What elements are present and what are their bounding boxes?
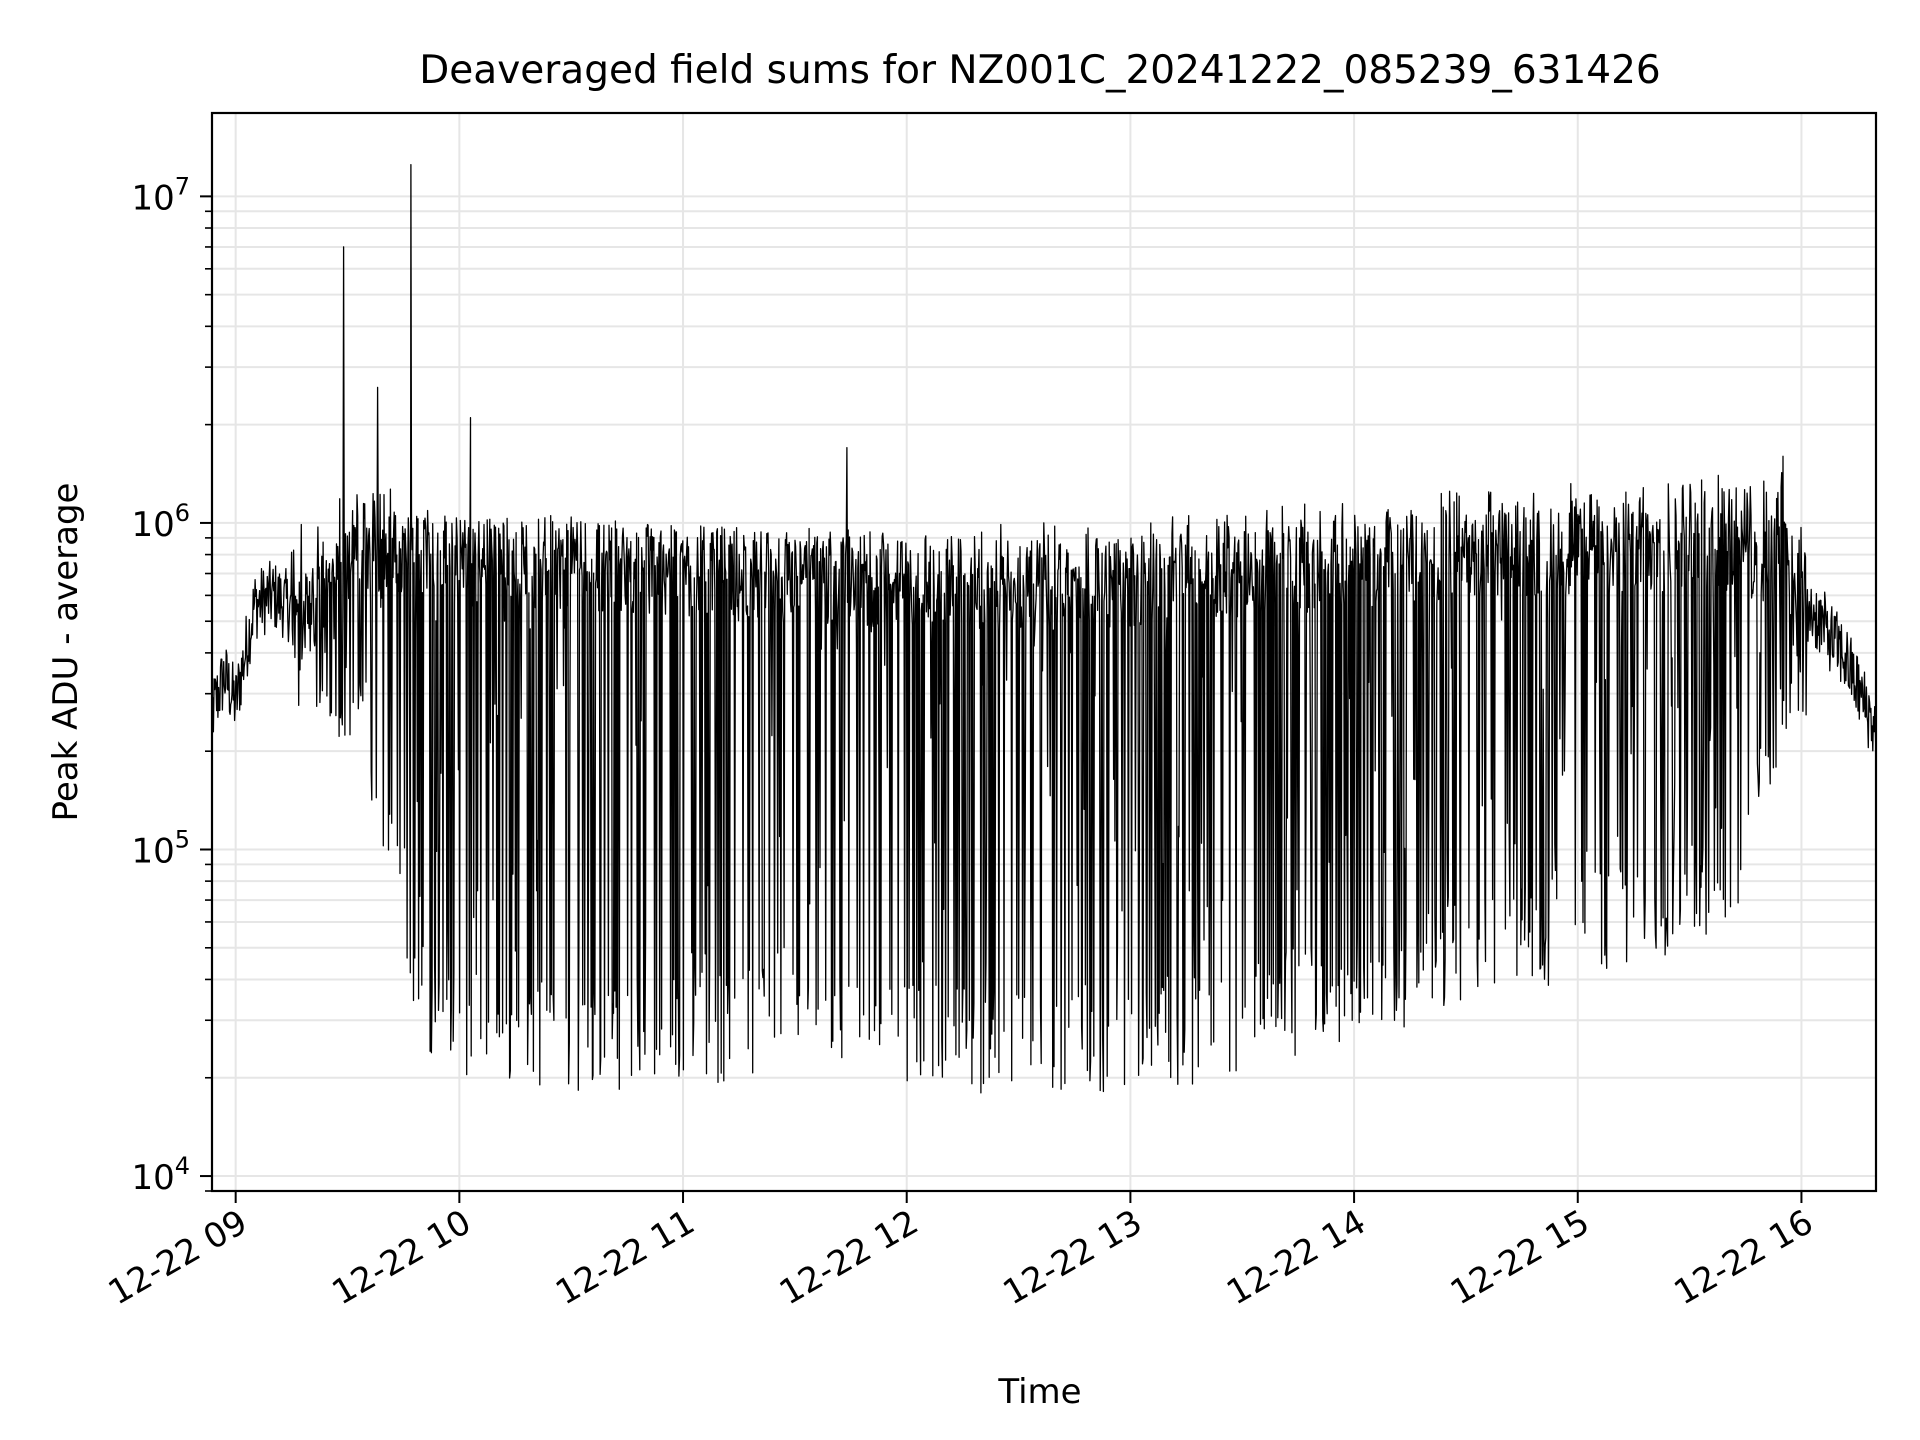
plot-area — [212, 164, 1876, 1094]
x-axis: 12-22 09 12-22 10 12-22 11 12-22 12 12-22 13… — [102, 1191, 1820, 1313]
y-tick-label: 105 — [131, 825, 190, 871]
x-tick-label: 12-22 16 — [1668, 1202, 1820, 1313]
x-tick-label: 12-22 11 — [549, 1202, 701, 1313]
y-axis: 104 105 106 107 — [131, 172, 212, 1198]
x-tick-label: 12-22 13 — [997, 1202, 1149, 1313]
x-axis-label: Time — [997, 1372, 1081, 1412]
x-tick-label: 12-22 10 — [325, 1202, 477, 1313]
chart-title: Deaveraged field sums for NZ001C_2024122… — [419, 48, 1660, 93]
series-line — [212, 164, 1876, 1094]
x-tick-label: 12-22 14 — [1220, 1202, 1372, 1313]
y-axis-label: Peak ADU - average — [46, 483, 86, 822]
plot-frame — [210, 111, 1878, 1193]
series-group — [212, 164, 1876, 1094]
x-tick-label: 12-22 12 — [773, 1202, 925, 1313]
y-tick-label: 107 — [131, 172, 190, 218]
x-tick-label: 12-22 09 — [102, 1202, 254, 1313]
y-tick-label: 104 — [131, 1152, 190, 1198]
y-tick-label: 106 — [131, 499, 190, 545]
x-tick-label: 12-22 15 — [1444, 1202, 1596, 1313]
